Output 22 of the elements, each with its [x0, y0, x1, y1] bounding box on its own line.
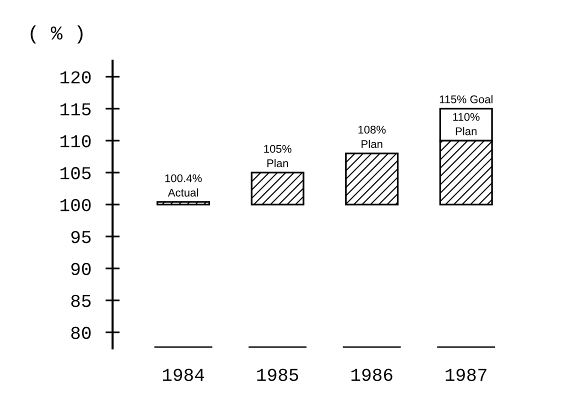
y-tick-label: 100 — [60, 198, 91, 212]
data-label: 108% Plan — [358, 126, 386, 148]
y-tick-label: 80 — [71, 326, 91, 340]
x-tick-label: 1985 — [257, 368, 298, 382]
y-tick-label: 95 — [71, 230, 91, 244]
y-tick-label: 85 — [71, 294, 91, 308]
x-tick-label: 1986 — [351, 368, 392, 382]
x-tick-label: 1987 — [446, 368, 486, 382]
y-axis-title: ( % ) — [30, 25, 83, 44]
y-tick-label: 105 — [60, 167, 91, 180]
data-label: 115% Goal — [440, 95, 492, 104]
y-tick-label: 120 — [60, 71, 91, 84]
data-label: 105% Plan — [264, 144, 292, 168]
y-tick-label: 90 — [71, 262, 91, 276]
data-label: 100.4% Actual — [165, 174, 202, 197]
y-tick-label: 110 — [60, 135, 91, 148]
bar — [345, 152, 399, 206]
y-tick-label: 115 — [60, 103, 91, 116]
x-tick-label: 1984 — [162, 368, 204, 382]
data-label: 110% Plan — [453, 112, 480, 136]
bar — [250, 172, 304, 206]
bar — [156, 201, 210, 206]
